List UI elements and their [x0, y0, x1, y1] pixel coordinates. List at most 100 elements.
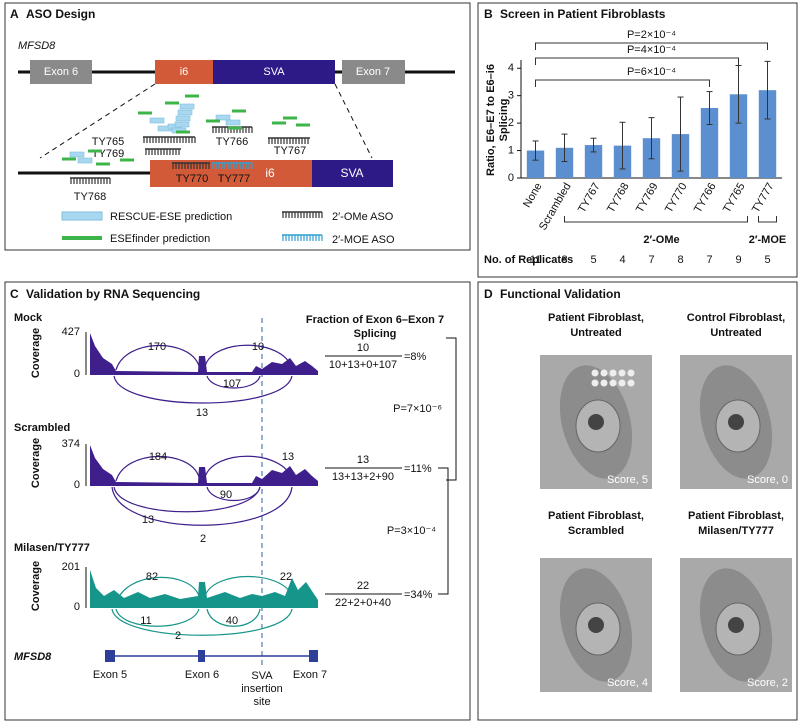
aso-label: TY777	[218, 173, 250, 185]
nucleolus	[728, 617, 744, 633]
ese-prediction	[177, 109, 193, 116]
bar	[729, 94, 748, 178]
replicate-count: 4	[619, 254, 625, 266]
vacuole	[591, 369, 599, 377]
image-caption: Untreated	[710, 327, 761, 339]
replicate-count: 8	[561, 254, 567, 266]
bar	[584, 145, 603, 178]
ese-prediction	[175, 115, 191, 122]
vacuole	[618, 379, 626, 387]
junction-count: 82	[146, 571, 158, 583]
fraction-result: =11%	[404, 463, 432, 475]
panel-label: D	[484, 287, 493, 301]
junction-arc	[204, 344, 293, 369]
y-tick-label: 4	[508, 62, 514, 74]
junction-arc	[204, 455, 293, 480]
p-value: P=4×10⁻⁴	[627, 44, 676, 56]
replicates-label: No. of Replicates	[484, 254, 573, 266]
junction-count: 22	[280, 571, 292, 583]
vacuole	[627, 379, 635, 387]
y-tick-label: 0	[508, 172, 514, 184]
replicate-count: 7	[706, 254, 712, 266]
junction-count: 13	[142, 514, 154, 526]
legend-label: RESCUE-ESE prediction	[110, 211, 232, 223]
exon	[30, 60, 92, 84]
replicate-count: 5	[764, 254, 770, 266]
panel-frame	[4, 2, 471, 251]
nucleolus	[588, 414, 604, 430]
exon-label: Exon 7	[293, 669, 327, 681]
panel-frame	[4, 281, 471, 721]
image-caption: Untreated	[570, 327, 621, 339]
panel-title: Screen in Patient Fibroblasts	[500, 7, 666, 21]
image-caption: Scrambled	[568, 525, 624, 537]
panel-title: Functional Validation	[500, 287, 621, 301]
image-score: Score, 4	[607, 677, 648, 689]
exon-box	[105, 650, 115, 662]
aso-label: TY768	[74, 191, 106, 203]
replicate-count: 8	[677, 254, 683, 266]
sva-site-label: site	[253, 696, 270, 708]
zoom-line	[39, 83, 156, 159]
aso-label: TY767	[274, 145, 306, 157]
group-bracket	[564, 216, 748, 223]
fraction-denominator: 13+13+2+90	[332, 471, 394, 483]
x-tick-label: TY765	[721, 181, 748, 215]
coverage	[90, 445, 318, 486]
junction-arc	[113, 486, 261, 513]
junction-count: 170	[148, 341, 166, 353]
junction-count: 2	[175, 630, 181, 642]
panel-frame	[477, 2, 798, 278]
vacuole	[609, 379, 617, 387]
ese-prediction	[174, 121, 190, 128]
aso-label: TY770	[176, 173, 208, 185]
exon	[342, 60, 405, 84]
x-tick-label: TY767	[576, 181, 603, 215]
legend-label: 2′-MOE ASO	[332, 234, 395, 246]
fraction-numerator: 10	[357, 342, 369, 354]
image-score: Score, 0	[747, 474, 788, 486]
group-label: 2′-MOE	[749, 234, 786, 246]
vacuole	[609, 369, 617, 377]
image-score: Score, 2	[747, 677, 788, 689]
junction-count: 40	[226, 615, 238, 627]
coverage-min: 0	[74, 601, 80, 613]
p-value: P=3×10⁻⁴	[387, 525, 436, 537]
panel-title: Validation by RNA Sequencing	[26, 287, 200, 301]
image-grid: Patient Fibroblast, Untreated Score, 5 Cont…	[540, 312, 792, 692]
fraction-denominator: 22+2+0+40	[335, 597, 391, 609]
coverage	[90, 333, 318, 375]
image-caption: Patient Fibroblast,	[688, 510, 784, 522]
exon-label: Exon 6	[44, 66, 78, 78]
junction-count: 107	[223, 378, 241, 390]
vacuole	[600, 369, 608, 377]
bar	[555, 147, 574, 178]
coverage-max: 374	[62, 438, 80, 450]
p-value: P=2×10⁻⁴	[627, 29, 676, 41]
fraction-numerator: 13	[357, 454, 369, 466]
nucleolus	[588, 617, 604, 633]
junction-arc	[111, 486, 293, 526]
zoom-line	[334, 83, 373, 159]
coverage-label: Coverage	[30, 561, 42, 611]
junction-arc	[204, 575, 293, 597]
y-tick-label: 1	[508, 144, 514, 156]
junction-arc	[115, 344, 200, 371]
legend-label: ESEfinder prediction	[110, 233, 210, 245]
ese-prediction	[179, 103, 195, 110]
sva-label: SVA	[263, 66, 285, 78]
zoom-intron-label: i6	[265, 166, 275, 180]
panel-title: ASO Design	[26, 7, 95, 21]
p-bracket	[535, 42, 768, 50]
sva	[213, 60, 335, 84]
p-value: P=7×10⁻⁶	[393, 403, 442, 415]
replicate-count: 7	[648, 254, 654, 266]
bar	[526, 150, 545, 178]
fraction-title: Splicing	[354, 328, 397, 340]
legend-label: 2′-OMe ASO	[332, 211, 394, 223]
junction-count: 90	[220, 489, 232, 501]
coverage-max: 201	[62, 561, 80, 573]
sva-site-label: insertion	[241, 683, 283, 695]
p-bracket	[535, 57, 739, 65]
aso-label: TY766	[216, 136, 248, 148]
